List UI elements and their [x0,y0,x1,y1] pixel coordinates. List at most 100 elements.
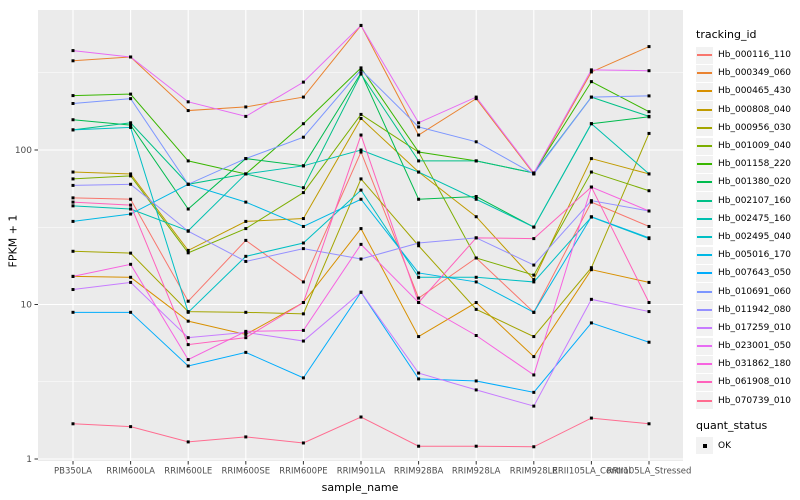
legend-item-label: Hb_061908_010 [718,377,792,388]
legend-line-icon [697,126,712,129]
legend-line-icon [697,235,712,238]
data-point [474,280,478,284]
data-point [301,191,305,195]
legend-item-label: Hb_017259_010 [718,322,792,333]
legend-title-tracking-id: tracking_id [696,28,757,41]
legend-item-label: Hb_005016_170 [718,250,792,261]
data-point [647,94,651,98]
data-point [301,441,305,445]
data-point [71,196,75,200]
data-point [301,247,305,251]
x-tick-label: RRIM928LE [510,467,558,477]
x-tick-label: RRIM928BA [394,467,444,477]
data-point [417,170,421,174]
data-point [71,49,75,53]
data-point [359,150,363,154]
ok-square-icon [702,443,707,448]
data-point [359,242,363,246]
data-point [359,23,363,27]
data-point [647,69,651,73]
legend-key [696,228,713,246]
data-point [301,224,305,228]
data-point [417,197,421,201]
data-point [301,312,305,316]
data-point [186,251,190,255]
data-point [129,212,133,216]
legend-item-label: Hb_000808_040 [718,104,792,115]
legend-item-label: Hb_001158_220 [718,159,792,170]
legend-item: Hb_002495_040 [696,228,800,246]
x-tick-label: RRIM600PE [279,467,327,477]
legend-key [696,210,713,228]
data-point [244,254,248,258]
data-point [186,109,190,113]
data-point [71,274,75,278]
ok-marker-key [696,437,713,455]
data-point [359,197,363,201]
data-point [244,172,248,176]
legend-item: Hb_017259_010 [696,319,800,337]
legend-item-label: OK [718,440,731,451]
data-point [186,248,190,252]
data-point [129,97,133,101]
data-point [647,301,651,305]
legend-item-ok: OK [696,437,800,455]
data-point [417,159,421,163]
data-point [417,244,421,248]
data-point [301,301,305,305]
legend-item-label: Hb_001380_020 [718,177,792,188]
legend-line-icon [697,72,712,75]
x-tick-label: RRIM600SE [221,467,270,477]
legend-key [696,155,713,173]
data-point [359,72,363,76]
legend-item: Hb_000349_060 [696,64,800,82]
legend-item-label: Hb_011942_080 [718,304,792,315]
data-point [532,373,536,377]
data-point [71,422,75,426]
legend-key [696,246,713,264]
legend-line-icon [697,254,712,257]
data-point [71,183,75,187]
legend-key [696,337,713,355]
legend-item-label: Hb_001009_040 [718,141,792,152]
legend-line-icon [697,290,712,293]
data-point [417,121,421,125]
data-point [474,215,478,219]
data-point [301,122,305,126]
data-point [474,301,478,305]
legend-item: Hb_031862_180 [696,355,800,373]
data-point [474,236,478,240]
data-point [474,275,478,279]
data-point [301,217,305,221]
data-point [186,440,190,444]
legend-item-label: Hb_023001_050 [718,341,792,352]
data-point [359,66,363,70]
data-point [589,215,593,219]
data-point [301,376,305,380]
data-point [417,335,421,339]
legend-line-icon [697,381,712,384]
data-point [647,224,651,228]
data-point [589,185,593,189]
data-point [589,95,593,99]
x-tick-label: RRIM600LE [164,467,212,477]
legend-item: Hb_010691_060 [696,282,800,301]
legend-line-icon [697,272,712,275]
data-point [417,125,421,129]
data-point [186,207,190,211]
legend-item: Hb_001009_040 [696,137,800,155]
legend-line-icon [697,326,712,329]
x-tick-label: RRII105LA_Stressed [607,467,692,477]
legend-item: Hb_000465_430 [696,82,800,100]
data-point [129,123,133,127]
data-point [129,275,133,279]
data-point [129,310,133,314]
data-point [474,197,478,201]
data-point [129,203,133,207]
legend-line-icon [697,181,712,184]
data-point [71,219,75,223]
legend-key [696,82,713,100]
data-point [244,350,248,354]
x-tick-label: PB350LA [54,467,92,477]
data-point [589,416,593,420]
